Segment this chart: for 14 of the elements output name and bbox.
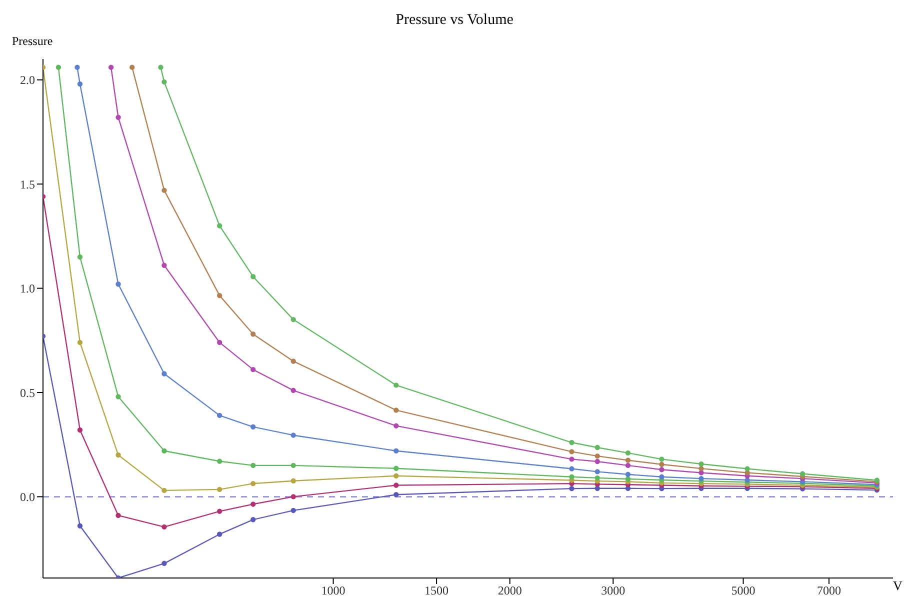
y-tick-label: 0.5 <box>20 386 35 400</box>
y-tick-label: 2.0 <box>20 73 35 88</box>
x-tick-label: 5000 <box>731 584 756 598</box>
chart-title: Pressure vs Volume <box>394 12 514 29</box>
y-tick-label: 1.0 <box>20 282 35 296</box>
x-tick-label: 1000 <box>321 584 346 598</box>
x-tick-label: 3000 <box>601 584 626 598</box>
y-tick-label: 0.0 <box>20 490 35 504</box>
y-tick-label: 1.5 <box>20 177 35 192</box>
x-tick-label: 2000 <box>498 584 522 598</box>
x-tick-label: 1500 <box>424 584 449 598</box>
y-axis-title: Pressure <box>12 34 53 49</box>
x-tick-label: 7000 <box>816 584 841 598</box>
x-axis-title: V <box>893 578 902 594</box>
